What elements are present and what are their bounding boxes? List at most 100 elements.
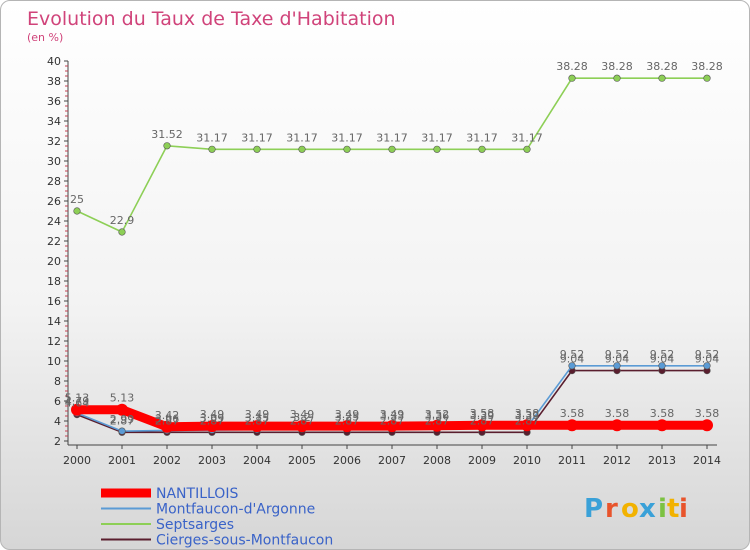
legend-label-montfaucon-d-argonne: Montfaucon-d'Argonne (156, 502, 315, 518)
data-label-septsarges: 31.17 (511, 131, 543, 144)
data-label-septsarges: 31.17 (331, 131, 363, 144)
data-label-cierges-sous-montfaucon: 9.04 (650, 353, 675, 366)
data-label-montfaucon-d-argonne: 3.25 (335, 411, 360, 424)
x-tick-label: 2007 (378, 454, 406, 467)
data-label-montfaucon-d-argonne: 3.2 (293, 411, 311, 424)
data-label-montfaucon-d-argonne: 3.39 (515, 409, 540, 422)
data-label-cierges-sous-montfaucon: 9.04 (695, 353, 720, 366)
data-point-nantillois (161, 420, 173, 433)
data-label-septsarges: 31.17 (196, 131, 228, 144)
y-tick-label: 16 (47, 295, 61, 308)
data-label-septsarges: 22.9 (110, 214, 135, 227)
data-label-septsarges: 31.17 (421, 131, 453, 144)
data-label-cierges-sous-montfaucon: 2.87 (200, 414, 225, 427)
data-point-septsarges (73, 207, 81, 215)
data-label-septsarges: 31.17 (286, 131, 318, 144)
data-labels: 4.64 2.87 2.87 2.87 2.87 2.87 2.87 2.87 2.87 2.87… (65, 60, 723, 427)
y-tick-label: 34 (47, 115, 61, 128)
data-label-nantillois: 3.58 (470, 407, 495, 420)
data-label-montfaucon-d-argonne: 3.33 (380, 410, 405, 423)
data-point-nantillois (386, 420, 398, 433)
data-label-cierges-sous-montfaucon: 4.64 (65, 397, 90, 410)
chart-title: Evolution du Taux de Taxe d'Habitation (27, 8, 396, 30)
x-tick-label: 2010 (513, 454, 541, 467)
x-tick-label: 2003 (198, 454, 226, 467)
y-tick-label: 10 (47, 355, 61, 368)
logo-letter: x (639, 494, 656, 524)
data-label-montfaucon-d-argonne: 9.52 (560, 348, 585, 361)
logo-letter: i (658, 494, 667, 524)
y-tick-label: 8 (54, 375, 61, 388)
data-label-cierges-sous-montfaucon: 2.87 (110, 414, 135, 427)
data-point-nantillois (431, 419, 443, 432)
data-label-nantillois: 3.49 (335, 408, 360, 421)
y-tick-label: 12 (47, 335, 61, 348)
x-tick-label: 2000 (63, 454, 91, 467)
data-point-septsarges (343, 145, 351, 153)
data-point-septsarges (613, 74, 621, 82)
logo-letter: t (667, 494, 679, 524)
data-label-cierges-sous-montfaucon: 2.87 (425, 414, 450, 427)
data-point-nantillois (251, 420, 263, 433)
data-label-nantillois: 3.58 (560, 407, 585, 420)
x-tick-label: 2011 (558, 454, 586, 467)
data-label-nantillois: 3.58 (650, 407, 675, 420)
logo-letter: r (605, 494, 618, 524)
data-label-nantillois: 3.58 (605, 407, 630, 420)
data-label-nantillois: 3.52 (425, 408, 450, 421)
data-point-montfaucon-d-argonne (703, 362, 711, 370)
x-tick-label: 2013 (648, 454, 676, 467)
data-label-nantillois: 5.13 (110, 392, 135, 405)
data-point-septsarges (523, 145, 531, 153)
data-point-septsarges (568, 74, 576, 82)
data-label-cierges-sous-montfaucon: 2.87 (470, 414, 495, 427)
data-label-nantillois: 3.58 (695, 407, 720, 420)
data-point-septsarges (658, 74, 666, 82)
data-label-nantillois: 3.58 (515, 407, 540, 420)
y-tick-label: 28 (47, 175, 61, 188)
data-label-septsarges: 38.28 (691, 60, 723, 73)
data-point-montfaucon-d-argonne (118, 427, 126, 435)
x-tick-label: 2006 (333, 454, 361, 467)
y-tick-label: 24 (47, 215, 61, 228)
axes: 2468101214161820222426283032343638402000… (47, 55, 721, 467)
data-label-septsarges: 31.52 (151, 128, 183, 141)
x-tick-label: 2001 (108, 454, 136, 467)
data-label-montfaucon-d-argonne: 9.52 (695, 348, 720, 361)
data-label-septsarges: 38.28 (646, 60, 678, 73)
data-label-montfaucon-d-argonne: 3.06 (155, 412, 180, 425)
series-lines (71, 74, 713, 436)
logo-letter: o (621, 494, 639, 524)
x-tick-label: 2008 (423, 454, 451, 467)
data-label-nantillois: 3.49 (290, 408, 315, 421)
x-tick-label: 2009 (468, 454, 496, 467)
data-label-cierges-sous-montfaucon: 2.87 (290, 414, 315, 427)
data-point-nantillois (476, 419, 488, 432)
y-axis-unit: (en %) (27, 31, 63, 44)
data-label-nantillois: 3.49 (245, 408, 270, 421)
legend: NANTILLOISMontfaucon-d'ArgonneSeptsarges… (101, 486, 333, 549)
y-tick-label: 2 (54, 435, 61, 448)
data-point-nantillois (71, 403, 83, 416)
y-tick-label: 20 (47, 255, 61, 268)
data-point-septsarges (433, 145, 441, 153)
data-label-montfaucon-d-argonne: 3.36 (425, 409, 450, 422)
data-label-montfaucon-d-argonne: 9.52 (605, 348, 630, 361)
y-tick-label: 32 (47, 135, 61, 148)
data-point-nantillois (701, 419, 713, 432)
data-point-montfaucon-d-argonne (658, 362, 666, 370)
data-point-nantillois (656, 419, 668, 432)
data-label-cierges-sous-montfaucon: 2.87 (155, 414, 180, 427)
data-label-montfaucon-d-argonne: 4.79 (65, 395, 90, 408)
data-point-septsarges (478, 145, 486, 153)
data-label-cierges-sous-montfaucon: 2.87 (245, 414, 270, 427)
data-label-nantillois: 3.49 (200, 408, 225, 421)
y-tick-label: 38 (47, 75, 61, 88)
data-label-montfaucon-d-argonne: 2.99 (110, 413, 135, 426)
data-point-septsarges (118, 228, 126, 236)
data-point-septsarges (208, 145, 216, 153)
y-tick-label: 36 (47, 95, 61, 108)
